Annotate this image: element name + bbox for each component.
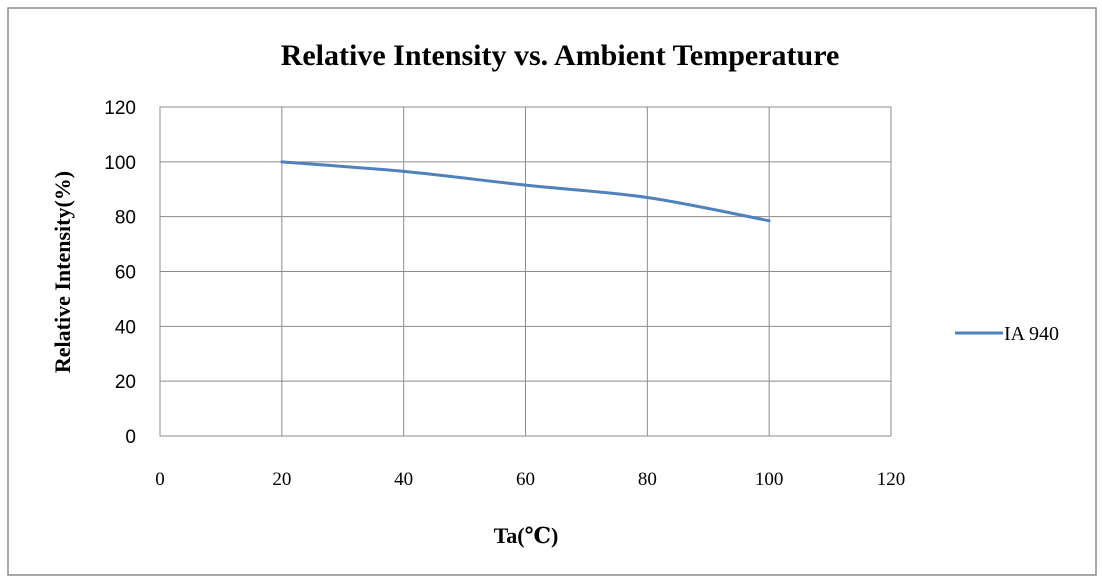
legend-label: IA 940 [1004, 323, 1059, 345]
series-line [280, 160, 771, 223]
x-tick-label: 100 [755, 469, 784, 490]
x-tick-label: 60 [516, 469, 535, 490]
x-axis-title: Ta(℃) [494, 523, 559, 548]
y-tick-label: 20 [115, 372, 136, 393]
y-tick-label: 0 [125, 427, 136, 448]
x-tick-label: 20 [272, 469, 291, 490]
y-axis-title: Relative Intensity(%) [50, 171, 75, 373]
x-tick-label: 80 [638, 469, 657, 490]
x-tick-label: 120 [877, 469, 906, 490]
x-tick-label: 40 [394, 469, 413, 490]
y-tick-label: 100 [104, 153, 136, 174]
y-tick-label: 40 [115, 317, 136, 338]
chart-border [7, 7, 1097, 576]
chart-title: Relative Intensity vs. Ambient Temperatu… [281, 39, 840, 72]
x-tick-label: 0 [155, 469, 165, 490]
y-tick-label: 60 [115, 263, 136, 284]
y-tick-label: 120 [104, 98, 136, 119]
plot-area: 0 20 40 60 80 100 120 0 20 40 60 80 100 120 [104, 98, 905, 490]
y-tick-label: 80 [115, 208, 136, 229]
plot-frame [159, 106, 892, 437]
